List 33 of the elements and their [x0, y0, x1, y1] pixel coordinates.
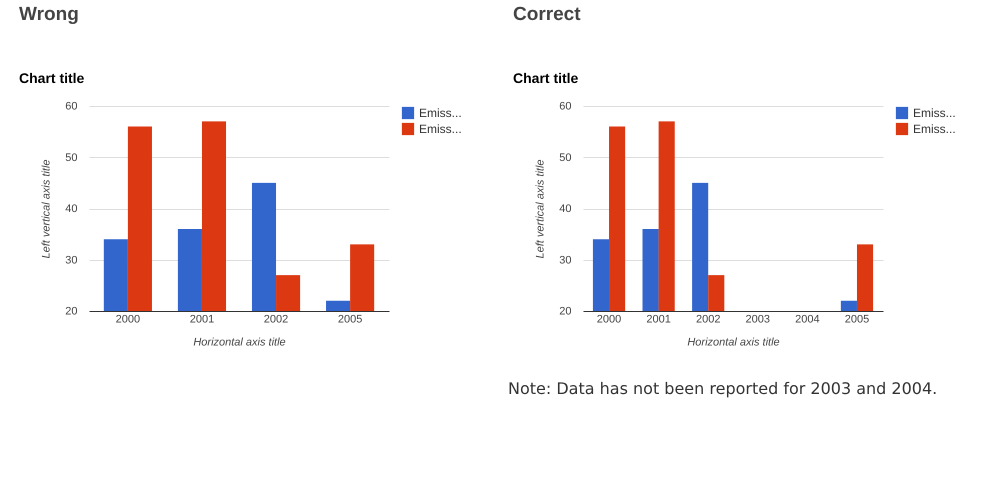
x-axis-title: Horizontal axis title: [687, 336, 780, 348]
legend-label: Emiss...: [419, 106, 462, 120]
x-tick-label: 2005: [338, 314, 362, 326]
x-tick-label: 2003: [746, 314, 770, 326]
chart-title: Correct: [513, 4, 582, 25]
x-tick-label: 2000: [116, 314, 140, 326]
x-tick-label: 2002: [264, 314, 288, 326]
y-tick-label: 50: [559, 152, 572, 164]
x-tick-label: 2004: [795, 314, 820, 326]
y-tick-label: 50: [65, 152, 78, 164]
chart-subtitle: Chart title: [513, 70, 579, 86]
y-tick-label: 60: [559, 100, 572, 112]
y-tick-label: 40: [65, 203, 78, 215]
x-tick-label: 2002: [696, 314, 720, 326]
chart-title: Wrong: [19, 4, 79, 25]
x-tick-label: 2000: [596, 314, 622, 326]
y-axis-title: Left vertical axis title: [40, 159, 52, 259]
y-tick-label: 60: [65, 100, 78, 112]
y-axis-title: Left vertical axis title: [534, 159, 546, 259]
x-axis-title: Horizontal axis title: [193, 336, 286, 348]
legend-label: Emiss...: [419, 122, 462, 136]
y-tick-label: 30: [65, 254, 78, 266]
y-tick-label: 20: [559, 306, 572, 318]
legend-label: Emiss...: [913, 122, 956, 136]
x-tick-label: 2005: [844, 314, 870, 326]
chart-subtitle: Chart title: [19, 70, 85, 86]
y-tick-label: 20: [65, 306, 78, 318]
legend-label: Emiss...: [913, 106, 956, 120]
text: Note: Data has not been reported for 2003 and 2004.: [508, 378, 938, 400]
y-tick-label: 30: [559, 254, 572, 266]
y-tick-label: 40: [559, 203, 572, 215]
x-tick-label: 2001: [190, 314, 214, 326]
x-tick-label: 2001: [646, 314, 671, 326]
